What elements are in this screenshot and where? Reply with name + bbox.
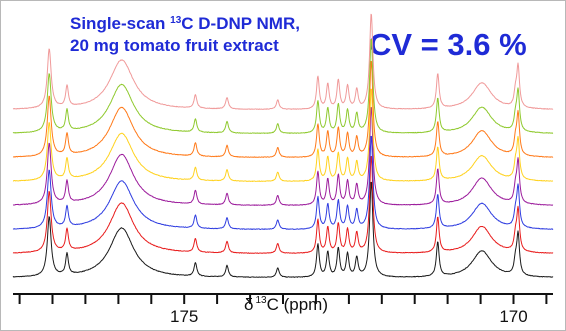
x-axis-label-symbol: δ: [244, 295, 253, 314]
spectrum-trace-3: [12, 135, 554, 230]
x-axis-label-text: C (ppm): [267, 295, 328, 314]
spectrum-trace-5: [12, 88, 554, 182]
spectrum-trace-4: [12, 107, 554, 206]
title-prefix: Single-scan: [70, 14, 171, 33]
cv-annotation: CV = 3.6 %: [369, 27, 527, 62]
spectra-traces: [12, 13, 554, 278]
chart-title-line-2: 20 mg tomato fruit extract: [70, 36, 279, 55]
x-axis-label-superscript: 13: [255, 295, 267, 306]
x-axis-label: δ 13C (ppm): [244, 295, 328, 314]
title-superscript: 13: [170, 15, 182, 26]
x-tick-label: 175: [170, 307, 198, 326]
chart-title-line-1: Single-scan 13C D-DNP NMR,: [70, 13, 300, 35]
x-tick-labels: 175 170: [170, 307, 528, 326]
spectrum-trace-2: [12, 155, 554, 254]
spectrum-trace-6: [12, 60, 554, 158]
chart-title: Single-scan 13C D-DNP NMR, 20 mg tomato …: [70, 13, 300, 57]
x-axis: [13, 293, 553, 304]
title-suffix: C D-DNP NMR,: [181, 14, 300, 33]
spectrum-trace-1: [12, 181, 554, 278]
spectrum-trace-8: [12, 13, 554, 110]
x-tick-label: 170: [499, 307, 527, 326]
spectrum-trace-7: [12, 38, 554, 134]
